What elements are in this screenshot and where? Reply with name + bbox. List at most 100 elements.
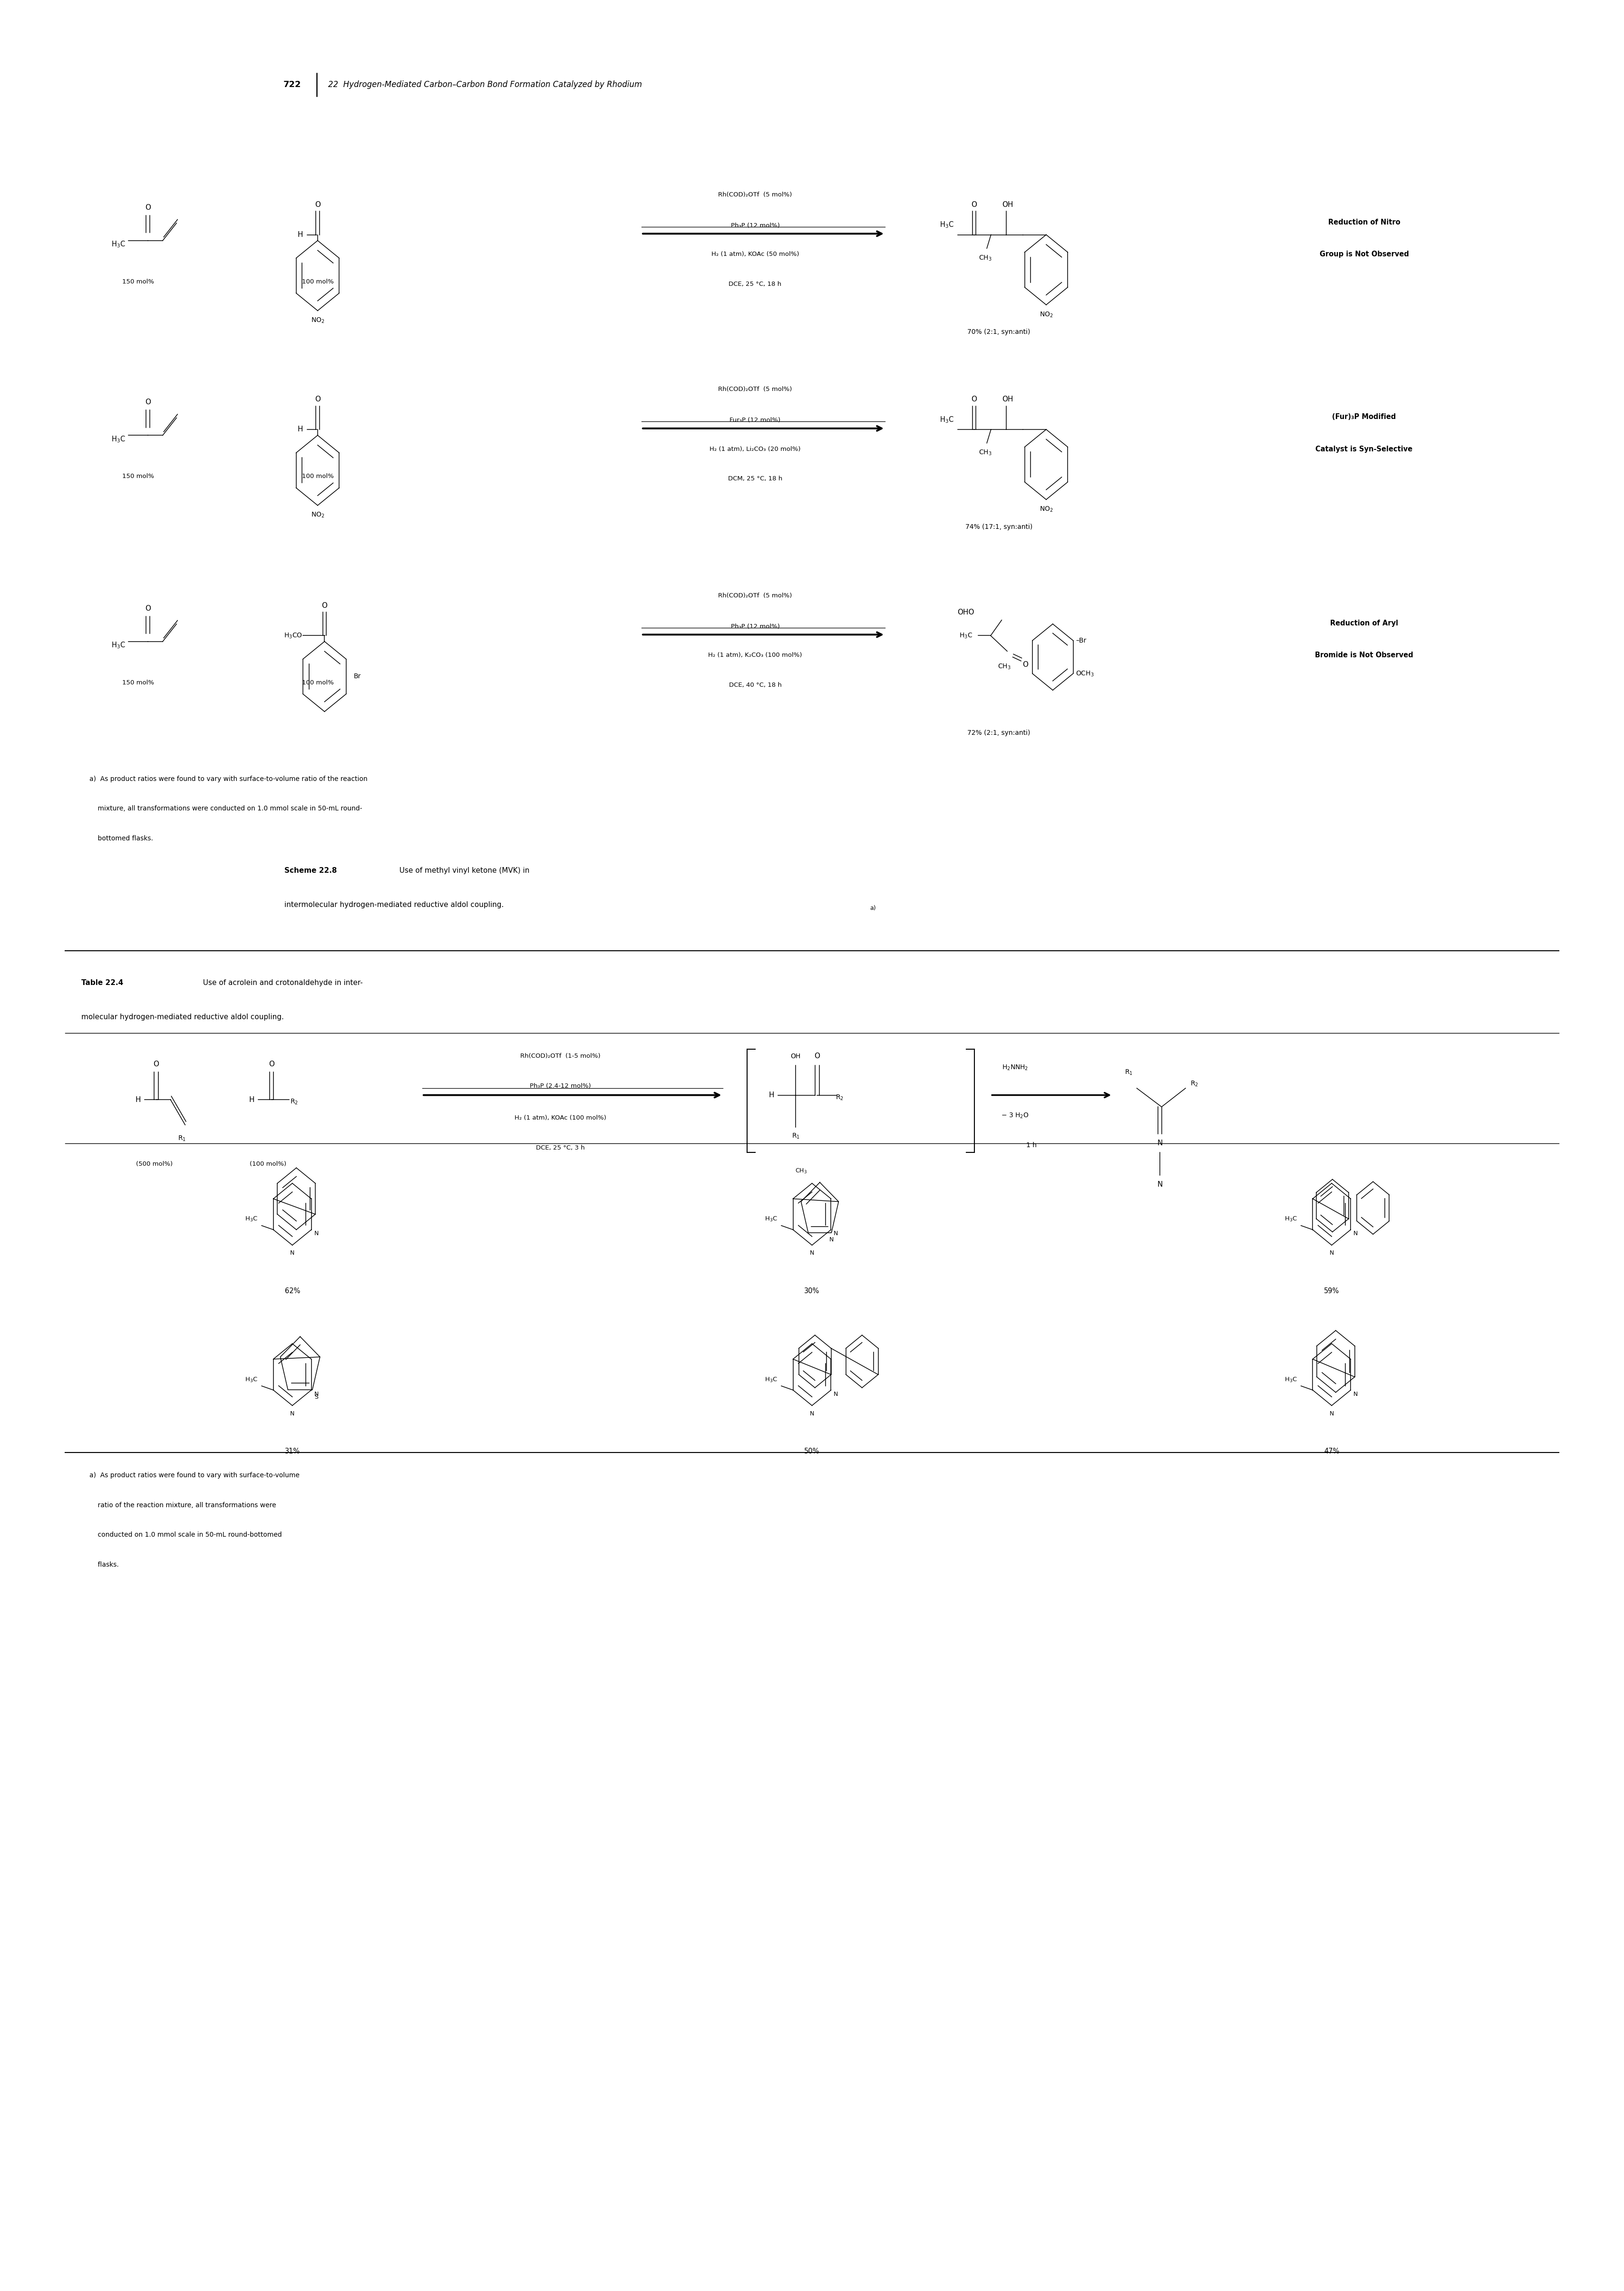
Text: H$_2$NNH$_2$: H$_2$NNH$_2$ bbox=[1002, 1063, 1028, 1072]
Text: 150 mol%: 150 mol% bbox=[122, 280, 154, 284]
Text: 22  Hydrogen-Mediated Carbon–Carbon Bond Formation Catalyzed by Rhodium: 22 Hydrogen-Mediated Carbon–Carbon Bond … bbox=[328, 80, 641, 89]
Text: R$_1$: R$_1$ bbox=[1125, 1068, 1132, 1077]
Text: H$_3$C: H$_3$C bbox=[245, 1217, 258, 1223]
Text: H₂ (1 atm), KOAc (50 mol%): H₂ (1 atm), KOAc (50 mol%) bbox=[711, 252, 799, 257]
Text: N: N bbox=[313, 1230, 318, 1237]
Text: 70% (2:1, syn:anti): 70% (2:1, syn:anti) bbox=[968, 330, 1030, 334]
Text: N: N bbox=[810, 1251, 814, 1255]
Text: Reduction of Aryl: Reduction of Aryl bbox=[1330, 619, 1398, 628]
Text: Reduction of Nitro: Reduction of Nitro bbox=[1328, 218, 1400, 227]
Text: flasks.: flasks. bbox=[89, 1562, 119, 1567]
Text: Use of acrolein and crotonaldehyde in inter-: Use of acrolein and crotonaldehyde in in… bbox=[198, 978, 362, 987]
Text: N: N bbox=[830, 1237, 833, 1242]
Text: H$_3$C: H$_3$C bbox=[1285, 1377, 1298, 1384]
Text: N: N bbox=[1353, 1391, 1358, 1398]
Text: H$_3$C: H$_3$C bbox=[940, 415, 953, 424]
Text: a)  As product ratios were found to vary with surface-to-volume ratio of the rea: a) As product ratios were found to vary … bbox=[89, 777, 367, 781]
Text: CH$_3$: CH$_3$ bbox=[997, 662, 1012, 671]
Text: $-$ 3 H$_2$O: $-$ 3 H$_2$O bbox=[1000, 1111, 1030, 1120]
Text: 59%: 59% bbox=[1324, 1288, 1340, 1294]
Text: Rh(COD)₂OTf  (5 mol%): Rh(COD)₂OTf (5 mol%) bbox=[718, 387, 793, 392]
Text: H: H bbox=[768, 1091, 775, 1100]
Text: O: O bbox=[971, 202, 978, 208]
Text: O: O bbox=[268, 1061, 274, 1068]
Text: H$_3$C: H$_3$C bbox=[960, 632, 973, 639]
Text: H$_3$C: H$_3$C bbox=[765, 1377, 778, 1384]
Text: Ph₃P (2.4-12 mol%): Ph₃P (2.4-12 mol%) bbox=[529, 1084, 591, 1088]
Text: CH$_3$: CH$_3$ bbox=[979, 254, 992, 261]
Text: N: N bbox=[833, 1230, 838, 1237]
Text: H$_3$C: H$_3$C bbox=[112, 241, 125, 250]
Text: H$_3$C: H$_3$C bbox=[112, 435, 125, 444]
Text: OH: OH bbox=[791, 1054, 801, 1058]
Text: (500 mol%): (500 mol%) bbox=[136, 1162, 172, 1166]
Text: CH$_3$: CH$_3$ bbox=[796, 1168, 807, 1175]
Text: Group is Not Observed: Group is Not Observed bbox=[1319, 250, 1410, 259]
Text: N: N bbox=[1353, 1230, 1358, 1237]
Text: N: N bbox=[810, 1411, 814, 1416]
Text: conducted on 1.0 mmol scale in 50-mL round-bottomed: conducted on 1.0 mmol scale in 50-mL rou… bbox=[89, 1533, 283, 1537]
Text: N: N bbox=[1158, 1180, 1163, 1189]
Text: ratio of the reaction mixture, all transformations were: ratio of the reaction mixture, all trans… bbox=[89, 1503, 276, 1507]
Text: O: O bbox=[315, 202, 320, 208]
Text: Fur₃P (12 mol%): Fur₃P (12 mol%) bbox=[729, 417, 781, 424]
Text: CH$_3$: CH$_3$ bbox=[979, 449, 992, 456]
Text: S: S bbox=[315, 1395, 318, 1400]
Text: Use of methyl vinyl ketone (MVK) in: Use of methyl vinyl ketone (MVK) in bbox=[395, 866, 529, 875]
Text: 150 mol%: 150 mol% bbox=[122, 680, 154, 685]
Text: H$_3$C: H$_3$C bbox=[245, 1377, 258, 1384]
Text: O: O bbox=[145, 605, 151, 612]
Text: R$_1$: R$_1$ bbox=[793, 1132, 799, 1141]
Text: DCE, 40 °C, 18 h: DCE, 40 °C, 18 h bbox=[729, 683, 781, 687]
Text: Ph₃P (12 mol%): Ph₃P (12 mol%) bbox=[731, 222, 780, 229]
Text: 47%: 47% bbox=[1324, 1448, 1340, 1455]
Text: O: O bbox=[1021, 662, 1028, 669]
Text: molecular hydrogen-mediated reductive aldol coupling.: molecular hydrogen-mediated reductive al… bbox=[81, 1013, 284, 1022]
Text: mixture, all transformations were conducted on 1.0 mmol scale in 50-mL round-: mixture, all transformations were conduc… bbox=[89, 806, 362, 811]
Text: Scheme 22.8: Scheme 22.8 bbox=[284, 866, 336, 875]
Text: (Fur)₃P Modified: (Fur)₃P Modified bbox=[1332, 412, 1397, 422]
Text: H$_3$C: H$_3$C bbox=[112, 641, 125, 651]
Text: NO$_2$: NO$_2$ bbox=[310, 316, 325, 325]
Text: Br: Br bbox=[354, 674, 361, 680]
Text: N: N bbox=[291, 1411, 294, 1416]
Text: intermolecular hydrogen-mediated reductive aldol coupling.: intermolecular hydrogen-mediated reducti… bbox=[284, 900, 503, 910]
Text: 150 mol%: 150 mol% bbox=[122, 474, 154, 479]
Text: N: N bbox=[1330, 1411, 1333, 1416]
Text: 72% (2:1, syn:anti): 72% (2:1, syn:anti) bbox=[968, 731, 1030, 735]
Text: OH: OH bbox=[1002, 396, 1013, 403]
Text: Rh(COD)₂OTf  (1-5 mol%): Rh(COD)₂OTf (1-5 mol%) bbox=[520, 1054, 601, 1058]
Text: bottomed flasks.: bottomed flasks. bbox=[89, 836, 153, 841]
Text: O: O bbox=[145, 204, 151, 211]
Text: H: H bbox=[248, 1095, 255, 1104]
Text: H$_3$C: H$_3$C bbox=[765, 1217, 778, 1223]
Text: N: N bbox=[1158, 1139, 1163, 1148]
Text: O: O bbox=[322, 603, 328, 609]
Text: Rh(COD)₂OTf  (5 mol%): Rh(COD)₂OTf (5 mol%) bbox=[718, 192, 793, 197]
Text: O: O bbox=[814, 1052, 820, 1061]
Text: 100 mol%: 100 mol% bbox=[302, 280, 333, 284]
Text: H: H bbox=[135, 1095, 141, 1104]
Text: DCE, 25 °C, 18 h: DCE, 25 °C, 18 h bbox=[729, 282, 781, 286]
Text: H₂ (1 atm), KOAc (100 mol%): H₂ (1 atm), KOAc (100 mol%) bbox=[515, 1116, 606, 1120]
Text: OHO: OHO bbox=[958, 609, 974, 616]
Text: H: H bbox=[297, 426, 302, 433]
Text: NO$_2$: NO$_2$ bbox=[1039, 506, 1052, 513]
Text: a): a) bbox=[870, 905, 875, 912]
Text: O: O bbox=[971, 396, 978, 403]
Text: R$_2$: R$_2$ bbox=[836, 1093, 843, 1102]
Text: DCM, 25 °C, 18 h: DCM, 25 °C, 18 h bbox=[728, 477, 783, 481]
Text: O: O bbox=[315, 396, 320, 403]
Text: O: O bbox=[153, 1061, 159, 1068]
Text: 50%: 50% bbox=[804, 1448, 820, 1455]
Text: H$_3$C: H$_3$C bbox=[940, 220, 953, 229]
Text: R$_2$: R$_2$ bbox=[291, 1097, 297, 1107]
Text: a)  As product ratios were found to vary with surface-to-volume: a) As product ratios were found to vary … bbox=[89, 1473, 299, 1478]
Text: DCE, 25 °C, 3 h: DCE, 25 °C, 3 h bbox=[536, 1146, 585, 1150]
Text: (100 mol%): (100 mol%) bbox=[250, 1162, 286, 1166]
Text: Ph₃P (12 mol%): Ph₃P (12 mol%) bbox=[731, 623, 780, 630]
Text: 30%: 30% bbox=[804, 1288, 820, 1294]
Text: NO$_2$: NO$_2$ bbox=[310, 511, 325, 520]
Text: 100 mol%: 100 mol% bbox=[302, 474, 333, 479]
Text: Catalyst is Syn-Selective: Catalyst is Syn-Selective bbox=[1315, 444, 1413, 454]
